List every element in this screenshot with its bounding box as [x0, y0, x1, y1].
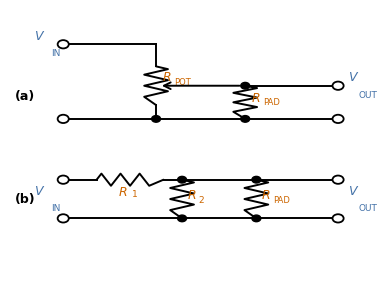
Text: V: V: [34, 185, 43, 198]
Text: 2: 2: [199, 196, 204, 205]
Circle shape: [252, 215, 261, 222]
Text: OUT: OUT: [359, 91, 378, 100]
Circle shape: [152, 116, 161, 122]
Text: POT: POT: [174, 78, 191, 87]
Text: R: R: [252, 92, 260, 105]
Text: IN: IN: [51, 204, 61, 213]
Text: 1: 1: [132, 190, 138, 199]
Text: R: R: [163, 72, 171, 85]
Circle shape: [178, 215, 186, 222]
Circle shape: [241, 116, 250, 122]
Circle shape: [178, 176, 186, 183]
Text: V: V: [348, 71, 357, 84]
Text: IN: IN: [51, 49, 61, 58]
Text: (a): (a): [15, 90, 35, 103]
Text: OUT: OUT: [359, 204, 378, 213]
Text: PAD: PAD: [273, 196, 290, 205]
Text: V: V: [348, 185, 357, 198]
Text: R: R: [188, 189, 196, 202]
Text: R: R: [262, 189, 271, 202]
Circle shape: [252, 176, 261, 183]
Text: PAD: PAD: [263, 98, 280, 107]
Text: (b): (b): [15, 193, 36, 206]
Text: V: V: [34, 30, 43, 43]
Text: R: R: [119, 186, 127, 199]
Circle shape: [241, 82, 250, 89]
